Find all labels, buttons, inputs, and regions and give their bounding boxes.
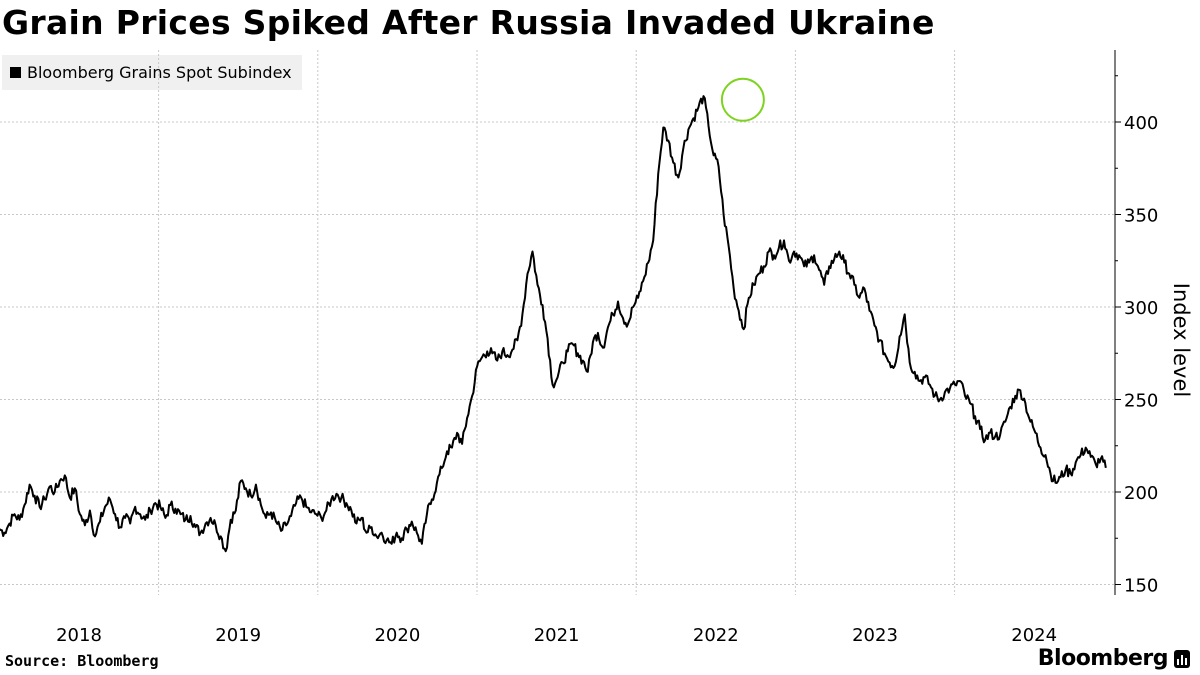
legend-swatch [10,67,21,78]
brand-chart-icon [1174,649,1190,668]
x-tick-label-2022: 2022 [693,625,739,646]
series-line-grains-subindex [0,95,1107,553]
y-tick-label-150: 150 [1124,576,1158,597]
legend-label: Bloomberg Grains Spot Subindex [27,63,292,82]
grid-layer [0,50,1115,595]
x-axis: 2018 2019 2020 2021 2022 2023 2024 [56,625,1057,646]
y-axis: 150 200 250 300 350 400 [1114,50,1158,597]
y-tick-label-350: 350 [1124,206,1158,227]
y-tick-label-250: 250 [1124,391,1158,412]
brand-logo: Bloomberg [1038,646,1190,671]
y-tick-label-300: 300 [1124,298,1158,319]
x-tick-label-2018: 2018 [56,625,102,646]
chart-title: Grain Prices Spiked After Russia Invaded… [2,3,935,42]
x-tick-label-2020: 2020 [374,625,420,646]
brand-wordmark: Bloomberg [1037,646,1169,671]
y-tick-label-200: 200 [1124,483,1158,504]
legend[interactable]: Bloomberg Grains Spot Subindex [2,55,302,90]
x-tick-label-2021: 2021 [534,625,580,646]
source-note: Source: Bloomberg [5,652,159,670]
peak-highlight-circle [720,77,765,122]
x-tick-label-2019: 2019 [215,625,261,646]
x-tick-label-2024: 2024 [1011,625,1057,646]
y-axis-title: Index level [1169,282,1193,398]
x-tick-label-2023: 2023 [852,625,898,646]
y-tick-label-400: 400 [1124,113,1158,134]
